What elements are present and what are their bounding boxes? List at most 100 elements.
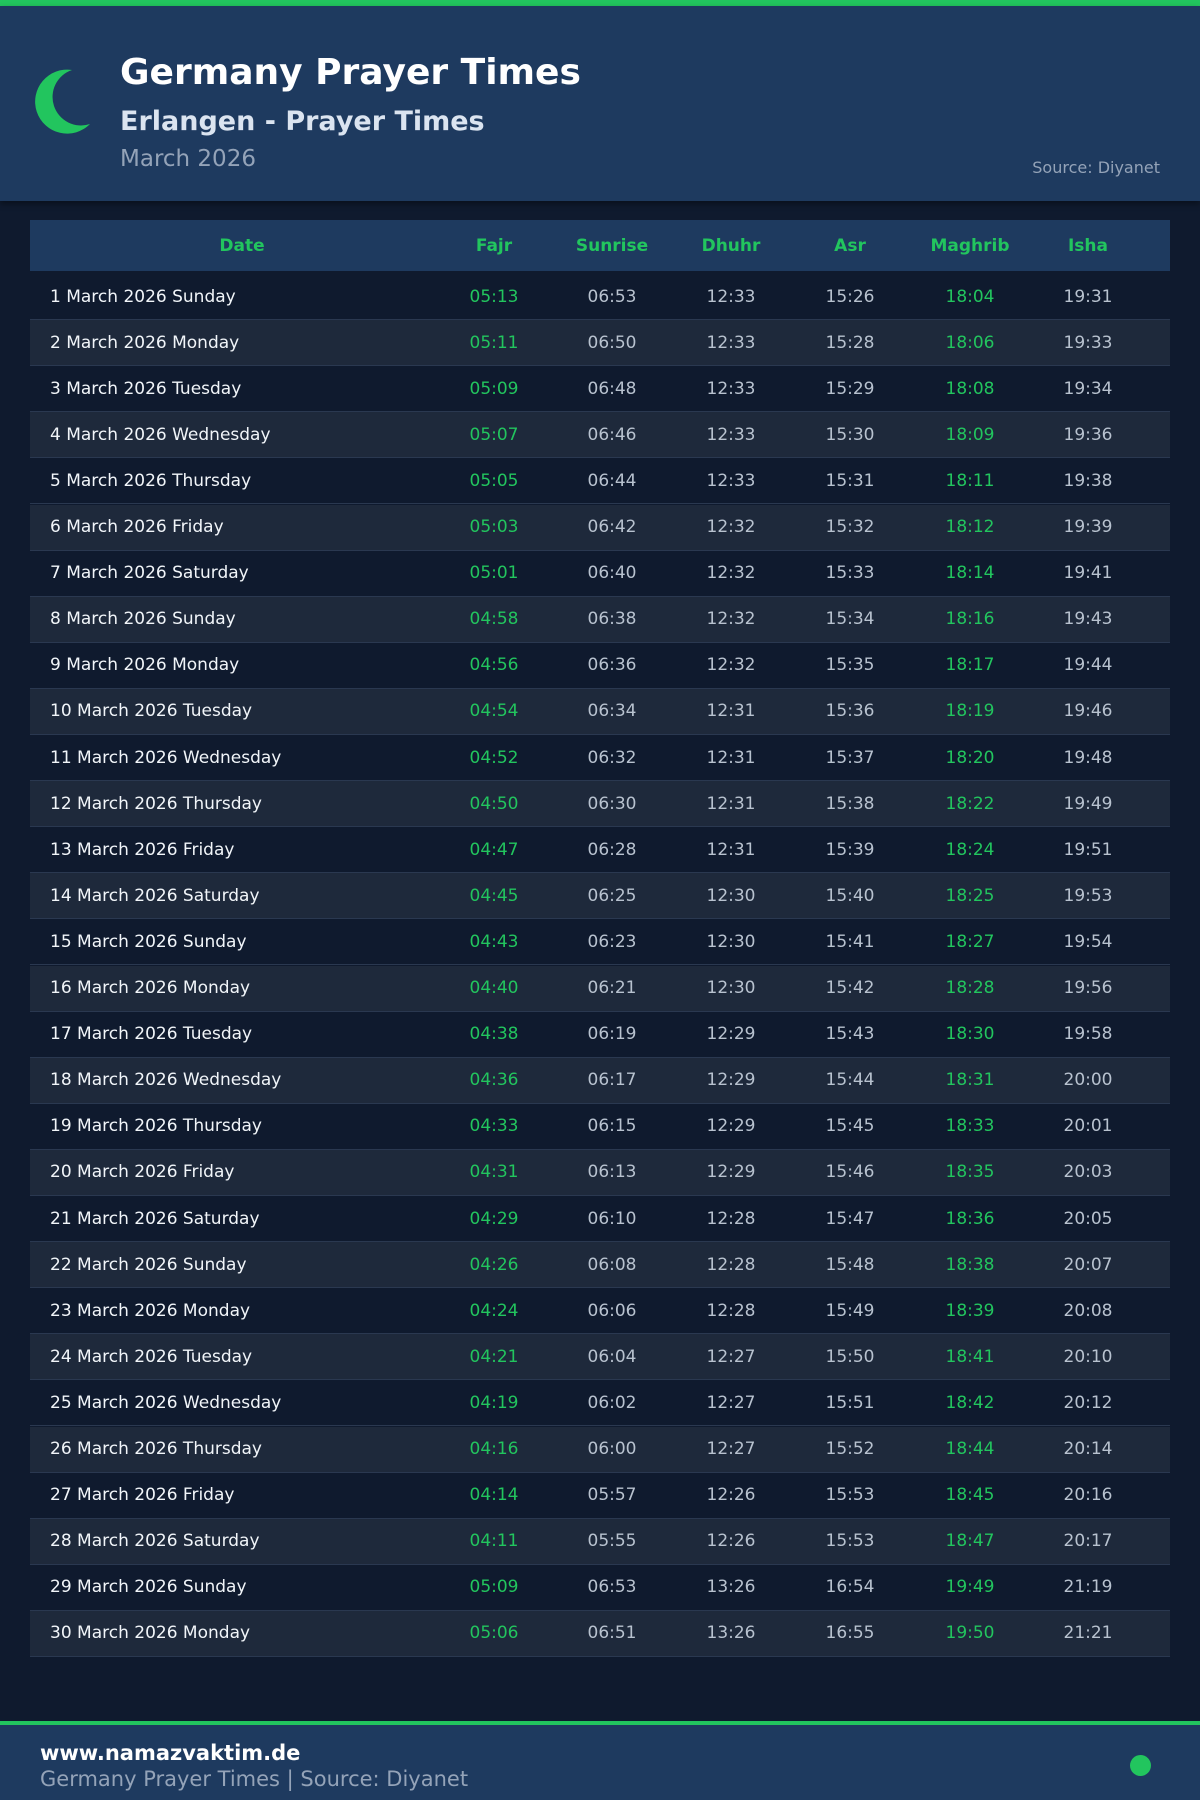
cell-isha: 20:07: [1063, 1254, 1113, 1275]
cell-date: 7 March 2026 Saturday: [50, 563, 249, 584]
cell-date: 27 March 2026 Friday: [50, 1485, 235, 1506]
cell-date: 25 March 2026 Wednesday: [50, 1392, 282, 1413]
cell-maghrib: 18:47: [945, 1531, 995, 1552]
column-header-maghrib: Maghrib: [930, 235, 1010, 256]
table-row: 11 March 2026 Wednesday 04:52 06:32 12:31 15…: [30, 735, 1170, 781]
cell-maghrib: 18:17: [945, 655, 995, 676]
cell-maghrib: 18:14: [945, 563, 995, 584]
cell-isha: 19:33: [1063, 332, 1113, 353]
cell-sunrise: 06:51: [587, 1623, 637, 1644]
cell-sunrise: 06:53: [587, 286, 637, 307]
cell-sunrise: 06:13: [587, 1162, 637, 1183]
cell-fajr: 04:14: [469, 1485, 519, 1506]
cell-fajr: 04:33: [469, 1116, 519, 1137]
cell-dhuhr: 12:30: [706, 978, 756, 998]
cell-date: 29 March 2026 Sunday: [50, 1577, 247, 1598]
column-header-date: Date: [219, 235, 265, 256]
cell-sunrise: 06:00: [587, 1439, 637, 1459]
cell-fajr: 05:03: [469, 517, 519, 537]
cell-sunrise: 05:57: [587, 1485, 637, 1506]
cell-date: 18 March 2026 Wednesday: [50, 1070, 282, 1091]
cell-maghrib: 18:19: [945, 701, 995, 722]
cell-maghrib: 19:49: [945, 1577, 995, 1598]
table-row: 13 March 2026 Friday 04:47 06:28 12:31 15:39…: [30, 827, 1170, 874]
cell-asr: 15:29: [825, 378, 875, 399]
cell-dhuhr: 12:32: [706, 517, 756, 537]
cell-isha: 19:39: [1063, 517, 1113, 537]
cell-isha: 20:12: [1063, 1392, 1113, 1413]
cell-maghrib: 18:22: [945, 793, 995, 814]
table-row: 10 March 2026 Tuesday 04:54 06:34 12:31 15:3…: [30, 688, 1170, 735]
cell-asr: 15:31: [825, 470, 875, 491]
cell-isha: 20:16: [1063, 1485, 1113, 1506]
cell-fajr: 04:56: [469, 655, 519, 676]
cell-sunrise: 06:46: [587, 424, 637, 445]
cell-maghrib: 18:11: [945, 470, 995, 491]
cell-dhuhr: 12:28: [706, 1300, 756, 1321]
status-dot-icon: [1130, 1755, 1151, 1776]
cell-asr: 16:54: [825, 1577, 875, 1598]
cell-sunrise: 06:06: [587, 1300, 637, 1321]
cell-dhuhr: 12:29: [706, 1116, 756, 1137]
cell-maghrib: 18:25: [945, 885, 995, 906]
cell-isha: 19:46: [1063, 701, 1113, 722]
cell-dhuhr: 12:33: [706, 286, 756, 307]
cell-fajr: 04:45: [469, 885, 519, 906]
table-row: 16 March 2026 Monday 04:40 06:21 12:30 15:42…: [30, 965, 1170, 1012]
cell-asr: 15:37: [825, 747, 875, 768]
cell-sunrise: 06:10: [587, 1208, 637, 1229]
cell-fajr: 05:13: [469, 286, 519, 307]
cell-isha: 20:17: [1063, 1531, 1113, 1552]
cell-date: 10 March 2026 Tuesday: [50, 701, 253, 722]
cell-sunrise: 06:40: [587, 563, 637, 584]
footer-text: Germany Prayer Times | Source: Diyanet: [40, 1767, 469, 1791]
cell-maghrib: 18:04: [945, 286, 995, 307]
table-row: 17 March 2026 Tuesday 04:38 06:19 12:29 15:4…: [30, 1012, 1170, 1058]
cell-isha: 20:00: [1063, 1070, 1113, 1091]
table-row: 30 March 2026 Monday 05:06 06:51 13:26 16:55…: [30, 1610, 1170, 1657]
cell-dhuhr: 12:31: [706, 701, 756, 722]
cell-fajr: 04:36: [469, 1070, 519, 1091]
cell-sunrise: 06:08: [587, 1254, 637, 1275]
cell-isha: 21:19: [1063, 1577, 1113, 1598]
cell-maghrib: 18:28: [945, 978, 995, 998]
cell-sunrise: 06:17: [587, 1070, 637, 1091]
cell-fajr: 05:07: [469, 424, 519, 445]
cell-isha: 19:34: [1063, 378, 1113, 399]
cell-sunrise: 06:32: [587, 747, 637, 768]
cell-asr: 16:55: [825, 1623, 875, 1644]
cell-dhuhr: 12:33: [706, 470, 756, 491]
table-row: 8 March 2026 Sunday 04:58 06:38 12:32 15:34 1…: [30, 596, 1170, 643]
cell-fajr: 05:06: [469, 1623, 519, 1644]
cell-asr: 15:53: [825, 1531, 875, 1552]
cell-dhuhr: 12:31: [706, 747, 756, 768]
cell-asr: 15:32: [825, 517, 875, 537]
cell-sunrise: 06:30: [587, 793, 637, 814]
cell-isha: 19:36: [1063, 424, 1113, 445]
column-header-isha: Isha: [1067, 235, 1109, 256]
cell-date: 15 March 2026 Sunday: [50, 931, 247, 952]
cell-asr: 15:33: [825, 563, 875, 584]
cell-maghrib: 18:27: [945, 931, 995, 952]
cell-fajr: 04:50: [469, 793, 519, 814]
cell-fajr: 04:31: [469, 1162, 519, 1183]
cell-asr: 15:47: [825, 1208, 875, 1229]
table-row: 29 March 2026 Sunday 05:09 06:53 13:26 16:54…: [30, 1565, 1170, 1611]
table-row: 12 March 2026 Thursday 04:50 06:30 12:31 15:…: [30, 781, 1170, 828]
page-title: Germany Prayer Times: [120, 52, 581, 93]
cell-asr: 15:46: [825, 1162, 875, 1183]
cell-date: 12 March 2026 Thursday: [50, 793, 262, 814]
cell-asr: 15:49: [825, 1300, 875, 1321]
cell-date: 9 March 2026 Monday: [50, 655, 240, 676]
cell-isha: 19:49: [1063, 793, 1113, 814]
cell-maghrib: 18:24: [945, 839, 995, 860]
cell-fajr: 04:54: [469, 701, 519, 722]
cell-fajr: 04:11: [469, 1531, 519, 1552]
cell-sunrise: 06:48: [587, 378, 637, 399]
column-header-dhuhr: Dhuhr: [701, 235, 761, 256]
table-row: 9 March 2026 Monday 04:56 06:36 12:32 15:35 1…: [30, 643, 1170, 689]
table-row: 15 March 2026 Sunday 04:43 06:23 12:30 15:41…: [30, 919, 1170, 966]
cell-dhuhr: 12:32: [706, 609, 756, 630]
cell-maghrib: 18:38: [945, 1254, 995, 1275]
cell-sunrise: 06:04: [587, 1346, 637, 1367]
